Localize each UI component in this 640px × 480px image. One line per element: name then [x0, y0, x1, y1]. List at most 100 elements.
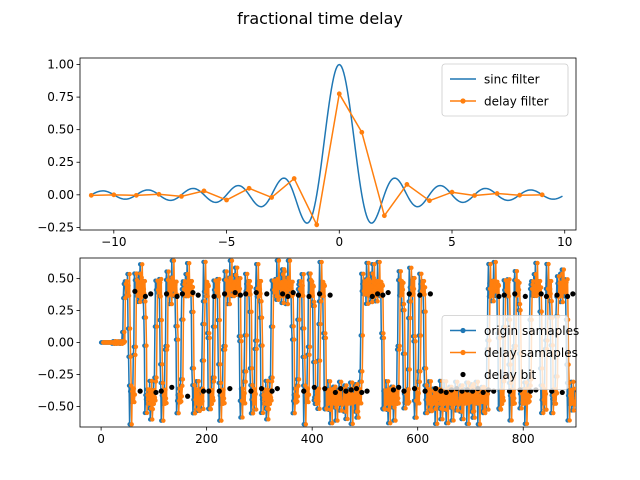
- delay-sample-point: [259, 299, 264, 304]
- delay-filter-point: [381, 213, 387, 219]
- delay-sample-point: [208, 406, 214, 412]
- delay-filter-point: [336, 91, 342, 97]
- delay-sample-point: [408, 315, 413, 321]
- delay-sample-point: [543, 391, 549, 397]
- x-tick-label: −10: [101, 235, 126, 249]
- delay-sample-point: [507, 277, 512, 282]
- delay-sample-point: [262, 396, 267, 402]
- delay-sample-point: [226, 291, 231, 296]
- delay-sample-point: [310, 293, 315, 299]
- delay-sample-point: [274, 294, 280, 299]
- delay-sample-point: [436, 396, 442, 402]
- delay-sample-point: [423, 366, 429, 371]
- delay-sample-point: [407, 367, 412, 372]
- delay-sample-point: [180, 377, 186, 382]
- delay-sample-point: [556, 274, 562, 279]
- delay-sample-point: [144, 343, 149, 348]
- delay-filter-point: [156, 191, 162, 197]
- delay-sample-point: [414, 415, 419, 420]
- delay-sample-point: [195, 391, 200, 397]
- delay-sample-point: [237, 286, 243, 291]
- delay-sample-point: [302, 326, 307, 331]
- delay-sample-point: [493, 259, 498, 265]
- delay-sample-point: [319, 259, 324, 265]
- delay-filter-point: [494, 191, 500, 196]
- delay-sample-point: [233, 272, 239, 278]
- delay-sample-point: [499, 401, 505, 407]
- delay-sample-point: [517, 280, 522, 285]
- delay-sample-point: [221, 396, 227, 401]
- delay-sample-point: [164, 400, 169, 406]
- delay-sample-point: [516, 290, 521, 296]
- delay-sample-point: [298, 279, 304, 284]
- delay-bit-point: [538, 291, 544, 297]
- delay-sample-point: [142, 278, 148, 284]
- delay-sample-point: [512, 396, 517, 401]
- y-tick-label: 0.50: [47, 123, 74, 137]
- delay-sample-point: [385, 379, 391, 384]
- delay-sample-point: [565, 277, 570, 282]
- delay-sample-point: [217, 317, 223, 323]
- delay-sample-point: [202, 299, 208, 304]
- delay-sample-point: [248, 284, 254, 290]
- delay-sample-point: [137, 299, 143, 305]
- delay-sample-point: [301, 293, 306, 298]
- delay-sample-point: [350, 421, 355, 427]
- delay-sample-point: [365, 301, 371, 307]
- delay-sample-point: [133, 352, 138, 358]
- delay-bit-point: [311, 384, 317, 390]
- delay-sample-point: [221, 387, 226, 392]
- delay-bit-point: [522, 293, 528, 300]
- delay-sample-point: [488, 261, 493, 267]
- delay-filter-point: [133, 192, 139, 198]
- delay-sample-point: [250, 383, 255, 388]
- delay-sample-point: [574, 398, 576, 403]
- delay-sample-point: [191, 366, 197, 371]
- legend-label: sinc filter: [484, 73, 540, 87]
- delay-bit-point: [306, 293, 312, 300]
- delay-sample-point: [249, 366, 255, 371]
- delay-sample-point: [539, 309, 544, 314]
- delay-sample-point: [484, 401, 490, 406]
- x-tick-label: 800: [512, 432, 535, 446]
- delay-sample-point: [122, 329, 127, 335]
- delay-bit-point: [148, 291, 154, 297]
- delay-bit-point: [369, 293, 375, 300]
- sinc-filter-line: [90, 63, 563, 224]
- legend-label: delay samaples: [484, 346, 578, 360]
- delay-sample-point: [339, 408, 344, 413]
- delay-sample-point: [408, 299, 414, 304]
- delay-sample-point: [197, 408, 202, 414]
- delay-sample-point: [506, 294, 512, 299]
- delay-sample-point: [217, 276, 222, 282]
- delay-bit-point: [338, 385, 344, 392]
- delay-sample-point: [295, 399, 300, 404]
- delay-sample-point: [359, 401, 364, 406]
- delay-bit-point: [137, 388, 143, 394]
- delay-sample-point: [440, 417, 445, 422]
- delay-bit-point: [543, 293, 550, 300]
- delay-sample-point: [509, 418, 514, 423]
- delay-sample-point: [429, 408, 435, 414]
- delay-bit-point: [343, 388, 349, 394]
- delay-sample-point: [212, 375, 217, 380]
- delay-sample-point: [458, 398, 463, 403]
- delay-sample-point: [248, 292, 253, 297]
- delay-sample-point: [218, 380, 224, 386]
- delay-filter-point: [404, 181, 410, 187]
- delay-sample-point: [180, 383, 185, 389]
- delay-sample-point: [249, 309, 254, 315]
- delay-bit-point: [322, 385, 328, 392]
- delay-sample-point: [402, 307, 407, 313]
- delay-sample-point: [216, 294, 221, 299]
- delay-filter-point: [472, 193, 477, 198]
- delay-sample-point: [257, 286, 263, 292]
- delay-sample-point: [260, 343, 265, 348]
- delay-sample-point: [157, 288, 162, 293]
- delay-sample-point: [259, 315, 265, 320]
- delay-sample-point: [151, 401, 157, 407]
- delay-sample-point: [260, 410, 266, 416]
- delay-sample-point: [232, 279, 237, 284]
- delay-sample-point: [477, 422, 483, 427]
